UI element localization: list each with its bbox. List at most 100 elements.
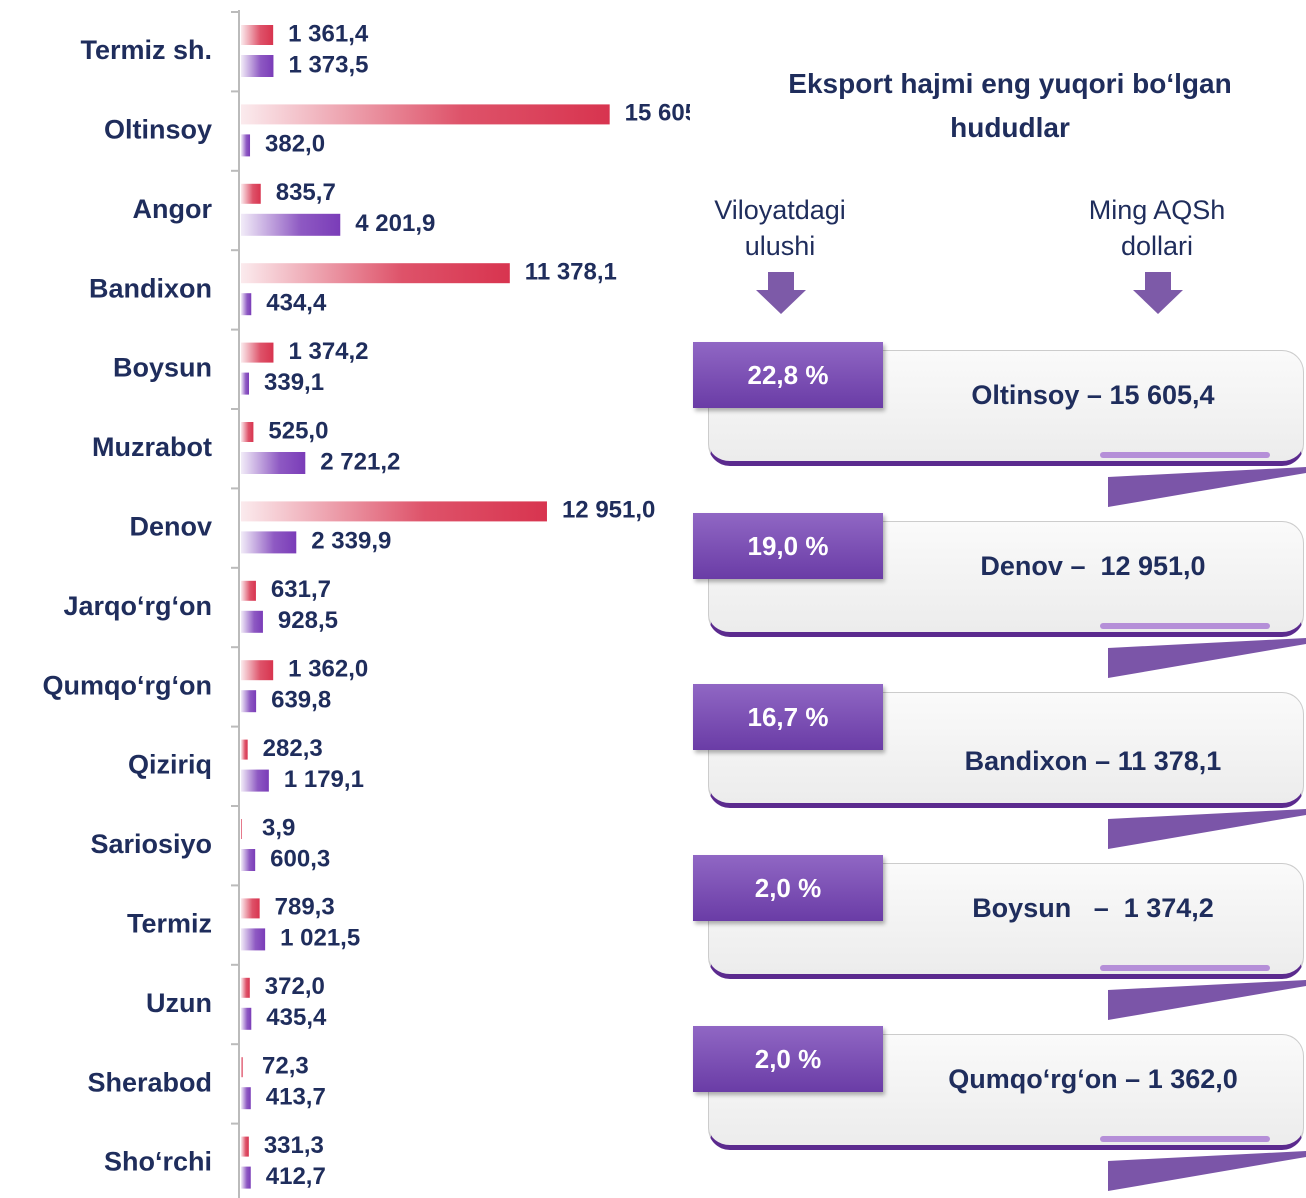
ribbon: [1108, 980, 1306, 1020]
bar: [241, 134, 251, 157]
bar: [241, 293, 252, 316]
category-label: Boysun: [113, 353, 212, 383]
value-label: 1 362,0: [288, 656, 368, 683]
value-label: 11 378,1: [525, 259, 617, 286]
bar: [241, 342, 274, 363]
column-header: Viloyatdagi ulushi: [714, 195, 846, 261]
category-label: Oltinsoy: [104, 115, 212, 145]
arrow: [1133, 272, 1183, 314]
category-label: Jarqo‘rg‘on: [63, 591, 212, 621]
bar: [241, 610, 263, 633]
bar: [241, 183, 261, 204]
underline: [1100, 965, 1270, 971]
category-label: Sherabod: [87, 1067, 212, 1097]
value-label: 600,3: [270, 845, 330, 872]
bar: [241, 690, 257, 713]
value-label: 1 361,4: [288, 20, 369, 47]
bar: [241, 263, 510, 284]
value-label: 1 179,1: [284, 766, 364, 793]
bar: [241, 928, 266, 951]
value-label: 412,7: [266, 1163, 326, 1190]
value-label: 282,3: [263, 735, 323, 762]
value-label: 789,3: [275, 894, 335, 921]
share-tab: 2,0 %: [693, 855, 883, 921]
category-label: Termiz sh.: [80, 35, 212, 65]
value-label: 434,4: [266, 290, 327, 317]
value-label: 413,7: [266, 1084, 326, 1111]
value-label: 1 021,5: [280, 925, 360, 952]
ribbon: [1108, 809, 1306, 849]
value-label: 72,3: [262, 1053, 309, 1080]
bar: [241, 1087, 251, 1110]
bar: [241, 1136, 249, 1157]
ribbon: [1108, 638, 1306, 678]
bar: [241, 25, 274, 45]
category-label: Bandixon: [89, 273, 212, 303]
region-label: Bandixon – 11 378,1: [964, 746, 1222, 776]
value-label: 631,7: [271, 576, 331, 603]
value-label: 1 373,5: [288, 51, 368, 78]
column-header: Ming AQSh dollari: [1088, 195, 1226, 261]
value-label: 339,1: [264, 369, 324, 396]
chart: Termiz sh. Oltinsoy Angor Bandixon Boysun Muz…: [43, 10, 690, 1198]
bar: [241, 1057, 243, 1078]
underline: [1100, 623, 1270, 629]
bar: [241, 580, 256, 601]
value-label: 372,0: [265, 973, 325, 1000]
bar: [241, 372, 250, 395]
value-label: 525,0: [268, 417, 328, 444]
share-tab: 22,8 %: [693, 342, 883, 408]
ribbon: [1108, 467, 1306, 507]
value-label: 2 721,2: [320, 448, 400, 475]
value-label: 4 201,9: [355, 210, 435, 237]
bar: [241, 1166, 251, 1189]
bar: [241, 452, 306, 474]
value-label: 928,5: [278, 607, 338, 634]
bar: [241, 1007, 252, 1030]
underline: [1100, 452, 1270, 458]
bar: [241, 977, 250, 998]
panel-title: Eksport hajmi eng yuqori bo‘lgan hududla…: [788, 68, 1232, 143]
bar: [241, 819, 242, 839]
value-label: 382,0: [265, 131, 325, 158]
bar: [241, 422, 254, 442]
bar: [241, 660, 274, 681]
bar: [241, 104, 610, 125]
region-label: Denov – 12 951,0: [980, 551, 1206, 581]
bar: [241, 213, 341, 236]
category-label: Qiziriq: [128, 750, 212, 780]
category-label: Termiz: [127, 909, 212, 939]
category-label: Angor: [133, 194, 213, 224]
bar: [241, 55, 274, 77]
bar: [241, 849, 256, 871]
category-label: Denov: [129, 512, 212, 542]
bar: [241, 739, 248, 760]
value-label: 2 339,9: [311, 528, 391, 555]
bar: [241, 531, 297, 554]
category-label: Muzrabot: [92, 432, 212, 462]
value-label: 639,8: [271, 687, 331, 714]
share-tab: 2,0 %: [693, 1026, 883, 1092]
value-label: 15 605,4: [625, 100, 690, 127]
value-label: 3,9: [262, 814, 295, 841]
value-label: 12 951,0: [562, 497, 655, 524]
arrow: [756, 272, 806, 314]
underline: [1100, 1136, 1270, 1142]
region-label: Qumqo‘rg‘on – 1 362,0: [948, 1064, 1238, 1094]
region-label: Oltinsoy – 15 605,4: [971, 380, 1215, 410]
category-label: Qumqo‘rg‘on: [43, 670, 212, 700]
bar: [241, 769, 269, 792]
bar: [241, 501, 547, 522]
category-label: Uzun: [146, 988, 212, 1018]
ribbon: [1108, 1151, 1306, 1191]
category-label: Sariosiyo: [90, 829, 212, 859]
value-label: 435,4: [266, 1004, 327, 1031]
bar: [241, 898, 260, 919]
value-label: 1 374,2: [288, 338, 368, 365]
share-tab: 16,7 %: [693, 684, 883, 750]
share-tab: 19,0 %: [693, 513, 883, 579]
value-label: 835,7: [276, 179, 336, 206]
region-label: Boysun – 1 374,2: [972, 893, 1214, 923]
category-label: Sho‘rchi: [104, 1147, 212, 1177]
